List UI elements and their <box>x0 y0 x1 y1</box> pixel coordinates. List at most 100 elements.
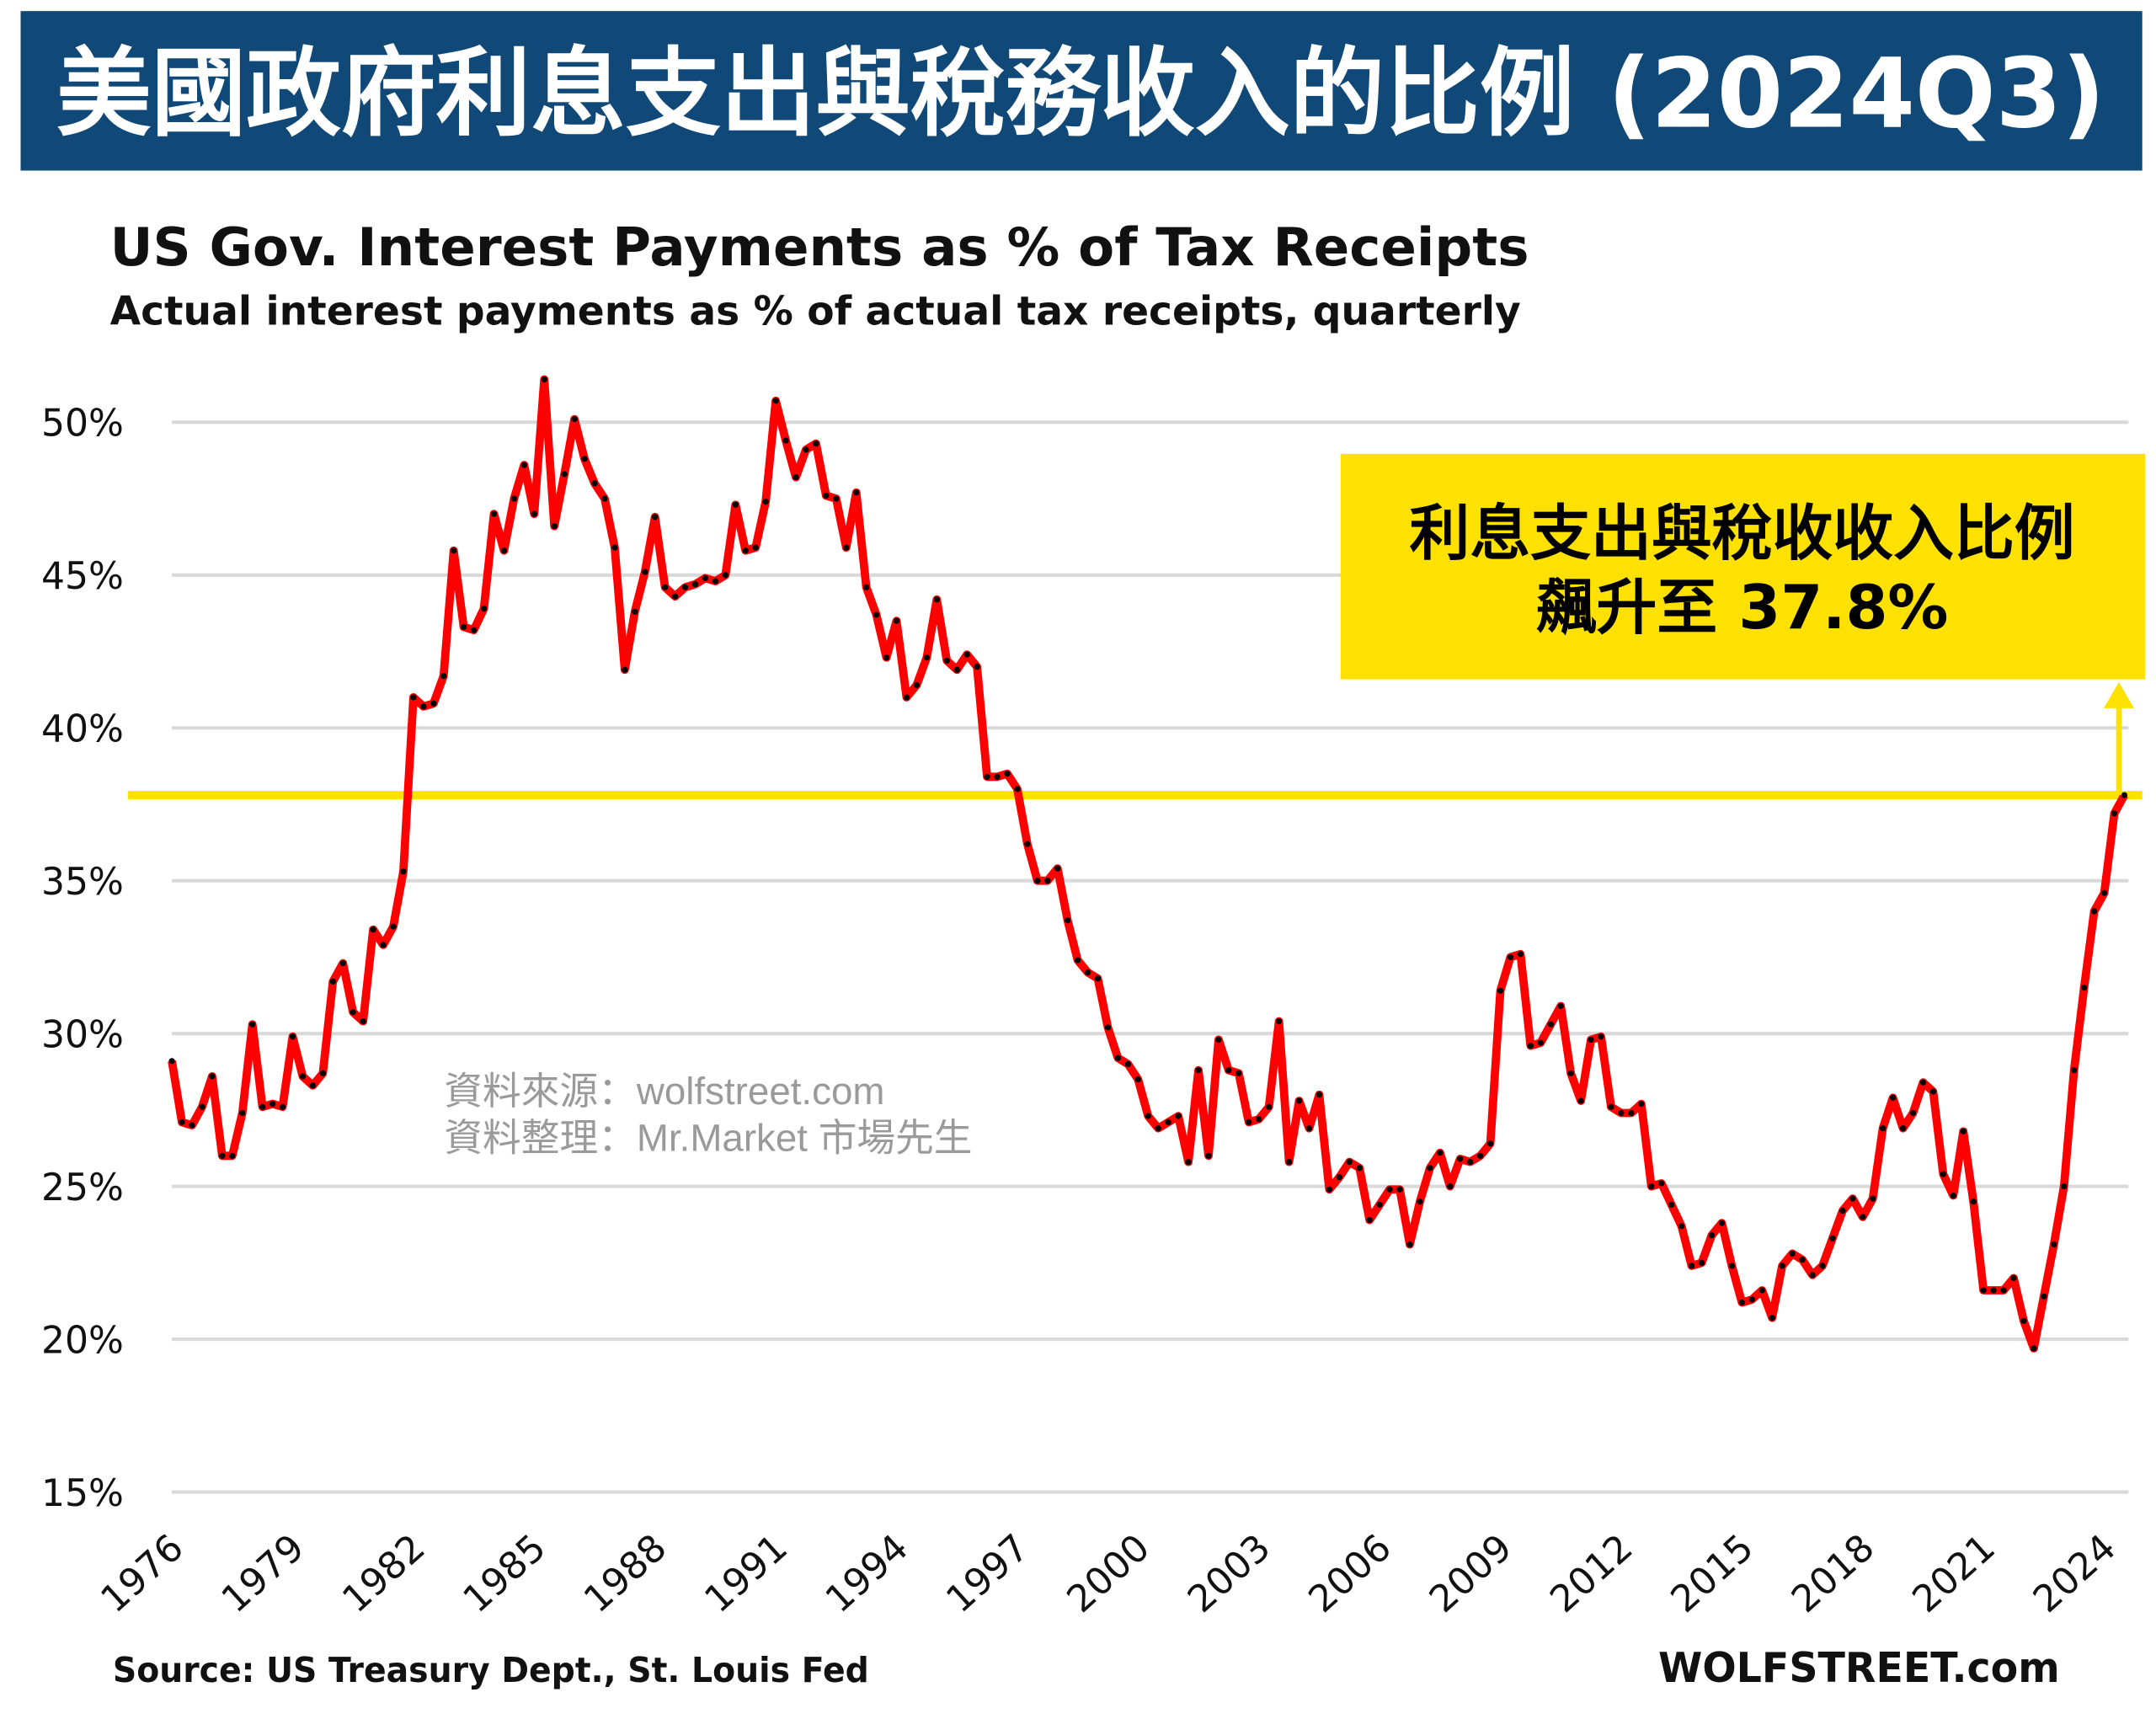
data-point <box>1054 865 1061 872</box>
data-point <box>1386 1186 1393 1193</box>
y-tick-label: 20% <box>41 1319 124 1362</box>
y-axis-ticks: 15% 20% 25% 30% 35% 40% 45% 50% <box>41 403 124 1515</box>
data-point <box>319 1070 326 1076</box>
data-point <box>984 773 990 780</box>
data-point <box>1205 1152 1212 1159</box>
data-point <box>853 489 860 496</box>
data-point <box>1305 1125 1313 1132</box>
data-point <box>2031 1345 2037 1352</box>
data-point <box>1477 1152 1484 1159</box>
data-point <box>510 495 517 502</box>
data-point <box>1537 1039 1544 1046</box>
data-point <box>923 654 930 661</box>
data-point <box>168 1058 175 1065</box>
data-point <box>1104 1024 1112 1031</box>
data-point <box>1396 1186 1403 1193</box>
data-point <box>1165 1118 1171 1125</box>
data-point <box>2071 1067 2078 1074</box>
data-point <box>1517 951 1524 958</box>
data-point <box>1829 1235 1836 1241</box>
data-point <box>541 376 547 383</box>
data-point <box>2041 1293 2047 1300</box>
chart-title: US Gov. Interest Payments as % of Tax Re… <box>110 216 1529 278</box>
data-point <box>480 606 488 612</box>
watermark-source: 資料來源：wolfstreet.com <box>444 1070 884 1113</box>
x-tick-label: 2015 <box>1663 1526 1762 1621</box>
data-point <box>179 1118 185 1125</box>
data-point <box>833 495 840 502</box>
x-tick-label: 2003 <box>1180 1526 1278 1621</box>
data-point <box>199 1103 205 1110</box>
data-point <box>1315 1092 1323 1098</box>
data-point <box>1728 1263 1735 1269</box>
data-point <box>943 657 950 664</box>
annotation-line2: 飆升至 37.8% <box>1536 572 1949 643</box>
y-tick-label: 50% <box>41 403 124 446</box>
data-point <box>2010 1274 2017 1282</box>
data-point <box>1457 1156 1464 1162</box>
data-point <box>1960 1128 1967 1134</box>
data-point <box>1075 957 1081 964</box>
data-point <box>1638 1101 1645 1108</box>
data-point <box>1285 1158 1293 1166</box>
data-point <box>1124 1060 1131 1068</box>
data-point <box>309 1082 316 1089</box>
x-tick-label: 1985 <box>455 1526 553 1621</box>
data-point <box>1406 1241 1413 1248</box>
data-point <box>1980 1287 1987 1294</box>
x-axis-ticks: 1976 1979 1982 1985 1988 1991 1994 1997 2000 2003… <box>93 1526 2124 1621</box>
data-point <box>1447 1183 1454 1190</box>
data-point <box>400 868 407 875</box>
data-point <box>229 1152 236 1159</box>
data-point <box>1648 1183 1655 1190</box>
data-point <box>742 547 749 554</box>
data-point <box>1668 1201 1675 1208</box>
data-point <box>370 926 376 933</box>
data-point <box>189 1122 195 1129</box>
data-point <box>632 608 638 615</box>
data-point <box>451 547 457 554</box>
data-point <box>329 978 336 985</box>
data-point <box>1527 1043 1534 1049</box>
data-point <box>1507 953 1514 961</box>
data-point <box>1195 1067 1202 1074</box>
data-point <box>662 584 669 590</box>
data-point <box>551 523 558 530</box>
data-point <box>1870 1195 1876 1202</box>
data-point <box>1215 1036 1222 1043</box>
data-point <box>2081 985 2088 991</box>
y-tick-label: 45% <box>41 555 124 598</box>
x-tick-label: 1997 <box>938 1526 1037 1621</box>
data-point <box>1819 1263 1826 1269</box>
x-tick-label: 1982 <box>334 1526 433 1621</box>
data-point <box>1658 1180 1665 1187</box>
y-tick-label: 25% <box>41 1166 124 1209</box>
data-point <box>1467 1158 1474 1166</box>
data-point <box>279 1103 286 1110</box>
data-point <box>1738 1299 1745 1306</box>
data-point <box>1688 1263 1695 1269</box>
data-point <box>1185 1158 1192 1166</box>
data-point <box>1094 975 1102 982</box>
data-point <box>1567 1070 1574 1076</box>
data-point <box>823 492 830 499</box>
data-point <box>1326 1186 1332 1193</box>
data-point <box>2100 889 2108 896</box>
data-point <box>792 474 799 481</box>
data-point <box>1065 917 1071 924</box>
data-point <box>500 547 508 554</box>
data-point <box>843 544 850 551</box>
data-point <box>1708 1232 1716 1239</box>
data-point <box>1114 1054 1122 1061</box>
series-line <box>168 375 2128 1353</box>
data-point <box>350 1009 356 1016</box>
data-point <box>299 1073 307 1080</box>
data-point <box>1346 1158 1353 1166</box>
x-tick-label: 2018 <box>1784 1526 1882 1621</box>
data-point <box>883 654 890 661</box>
data-point <box>1880 1125 1886 1132</box>
x-tick-label: 2000 <box>1059 1526 1158 1621</box>
data-point <box>1486 1140 1494 1147</box>
data-point <box>269 1101 276 1108</box>
data-point <box>2061 1183 2068 1190</box>
